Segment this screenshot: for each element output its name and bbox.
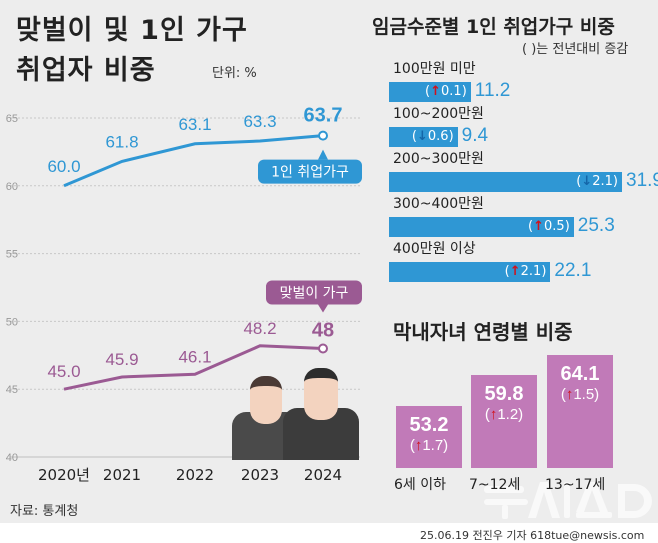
- up-arrow-icon: ↑: [533, 219, 545, 234]
- age-chart-title: 막내자녀 연령별 비중: [393, 320, 573, 344]
- wage-bar: [389, 172, 622, 192]
- change-value: 0.6: [427, 129, 449, 144]
- wage-category-label: 100만원 미만: [393, 61, 476, 77]
- callout-pointer: [318, 304, 328, 313]
- y-tick-label: 60: [6, 181, 18, 193]
- x-tick-label: 2022: [176, 466, 214, 484]
- wage-chart-title: 임금수준별 1인 취업가구 비중: [372, 16, 615, 38]
- wage-bar: [389, 127, 458, 147]
- age-value: 59.8: [484, 383, 524, 406]
- wage-bar: [389, 217, 574, 237]
- main-title-line1: 맞벌이 및 1인 가구: [16, 15, 248, 46]
- age-category-label: 6세 이하: [394, 477, 446, 493]
- change-value: 1.5: [573, 386, 595, 403]
- data-label: 48.2: [243, 319, 276, 338]
- source: 자료: 통계청: [10, 504, 79, 519]
- change-value: 2.1: [592, 174, 613, 189]
- change-value: 1.7: [422, 437, 444, 455]
- wage-change: (↓0.6): [411, 129, 454, 144]
- age-category-label: 13~17세: [545, 477, 606, 493]
- age-bar: 53.2 (↑1.7): [396, 406, 462, 468]
- data-label: 63.7: [304, 105, 343, 127]
- x-tick-label: 2021: [103, 466, 141, 484]
- main-title-line2: 취업자 비중: [16, 55, 156, 86]
- wage-change: (↓2.1): [576, 174, 618, 189]
- data-label: 45.9: [105, 350, 138, 369]
- y-tick-label: 50: [6, 316, 18, 328]
- wage-value: 9.4: [461, 125, 489, 146]
- wage-chart-note: ( )는 전년대비 증감: [522, 42, 629, 57]
- wage-change: (↑2.1): [504, 264, 547, 279]
- age-category-label: 7~12세: [469, 477, 521, 493]
- data-label: 48: [312, 320, 334, 342]
- data-point: [318, 130, 328, 141]
- legend-label-dual: 맞벌이 가구: [280, 286, 349, 302]
- x-tick-label: 2024: [304, 466, 342, 484]
- change-value: 2.1: [520, 264, 542, 279]
- x-tick-label: 2023: [241, 466, 279, 484]
- y-tick-label: 45: [6, 384, 18, 396]
- data-label: 63.3: [243, 112, 276, 131]
- up-arrow-icon: ↑: [565, 386, 574, 403]
- age-change: (↑1.5): [560, 386, 600, 403]
- age-bar: 59.8 (↑1.2): [471, 375, 537, 468]
- series-line-0: [63, 134, 324, 188]
- wage-value: 31.9: [626, 170, 658, 191]
- change-value: 0.1: [441, 84, 462, 99]
- data-label: 46.1: [178, 347, 211, 366]
- data-point: [318, 343, 328, 354]
- line-chart: 40 45 50 55 60 65 2020년 2021 2022 2023 2024 60.0 61.…: [6, 105, 362, 484]
- data-label: 63.1: [178, 115, 211, 134]
- age-change: (↑1.7): [409, 437, 449, 455]
- legend-callout-single: [258, 159, 362, 184]
- credit: 25.06.19 전진우 기자 618tue@newsis.com: [420, 529, 645, 542]
- wage-change: (↑0.5): [528, 219, 570, 234]
- age-change: (↑1.2): [484, 406, 524, 424]
- wage-value: 22.1: [554, 260, 592, 281]
- up-arrow-icon: ↑: [509, 264, 521, 279]
- age-value: 53.2: [409, 414, 449, 437]
- down-arrow-icon: ↓: [416, 129, 428, 144]
- legend-label-single: 1인 취업가구: [271, 165, 349, 181]
- up-arrow-icon: ↑: [430, 84, 442, 99]
- wage-category-label: 200~300만원: [393, 151, 484, 167]
- age-bar: 64.1 (↑1.5): [547, 355, 613, 468]
- down-arrow-icon: ↓: [581, 174, 593, 189]
- data-label: 60.0: [47, 157, 80, 176]
- unit-label: 단위: %: [212, 66, 257, 81]
- up-arrow-icon: ↑: [414, 437, 423, 455]
- y-tick-label: 65: [6, 113, 18, 125]
- data-label: 61.8: [105, 132, 138, 151]
- wage-change: (↑0.1): [425, 84, 467, 99]
- change-value: 1.2: [497, 406, 519, 424]
- data-label: 45.0: [47, 362, 80, 381]
- y-tick-label: 55: [6, 249, 18, 261]
- wage-value: 11.2: [474, 80, 511, 101]
- callout-pointer: [318, 149, 328, 160]
- wage-value: 25.3: [577, 215, 615, 236]
- up-arrow-icon: ↑: [489, 406, 498, 424]
- wage-category-label: 300~400만원: [393, 196, 484, 212]
- wage-category-label: 400만원 이상: [393, 241, 476, 257]
- wage-bar: [389, 262, 551, 282]
- x-tick-label: 2020년: [38, 466, 90, 484]
- legend-callout-dual: [266, 280, 362, 305]
- series-line-1: [63, 344, 324, 391]
- wage-category-label: 100~200만원: [393, 106, 484, 122]
- change-value: 0.5: [544, 219, 565, 234]
- age-value: 64.1: [560, 363, 600, 385]
- wage-bar: [389, 82, 471, 102]
- y-tick-label: 40: [6, 452, 18, 464]
